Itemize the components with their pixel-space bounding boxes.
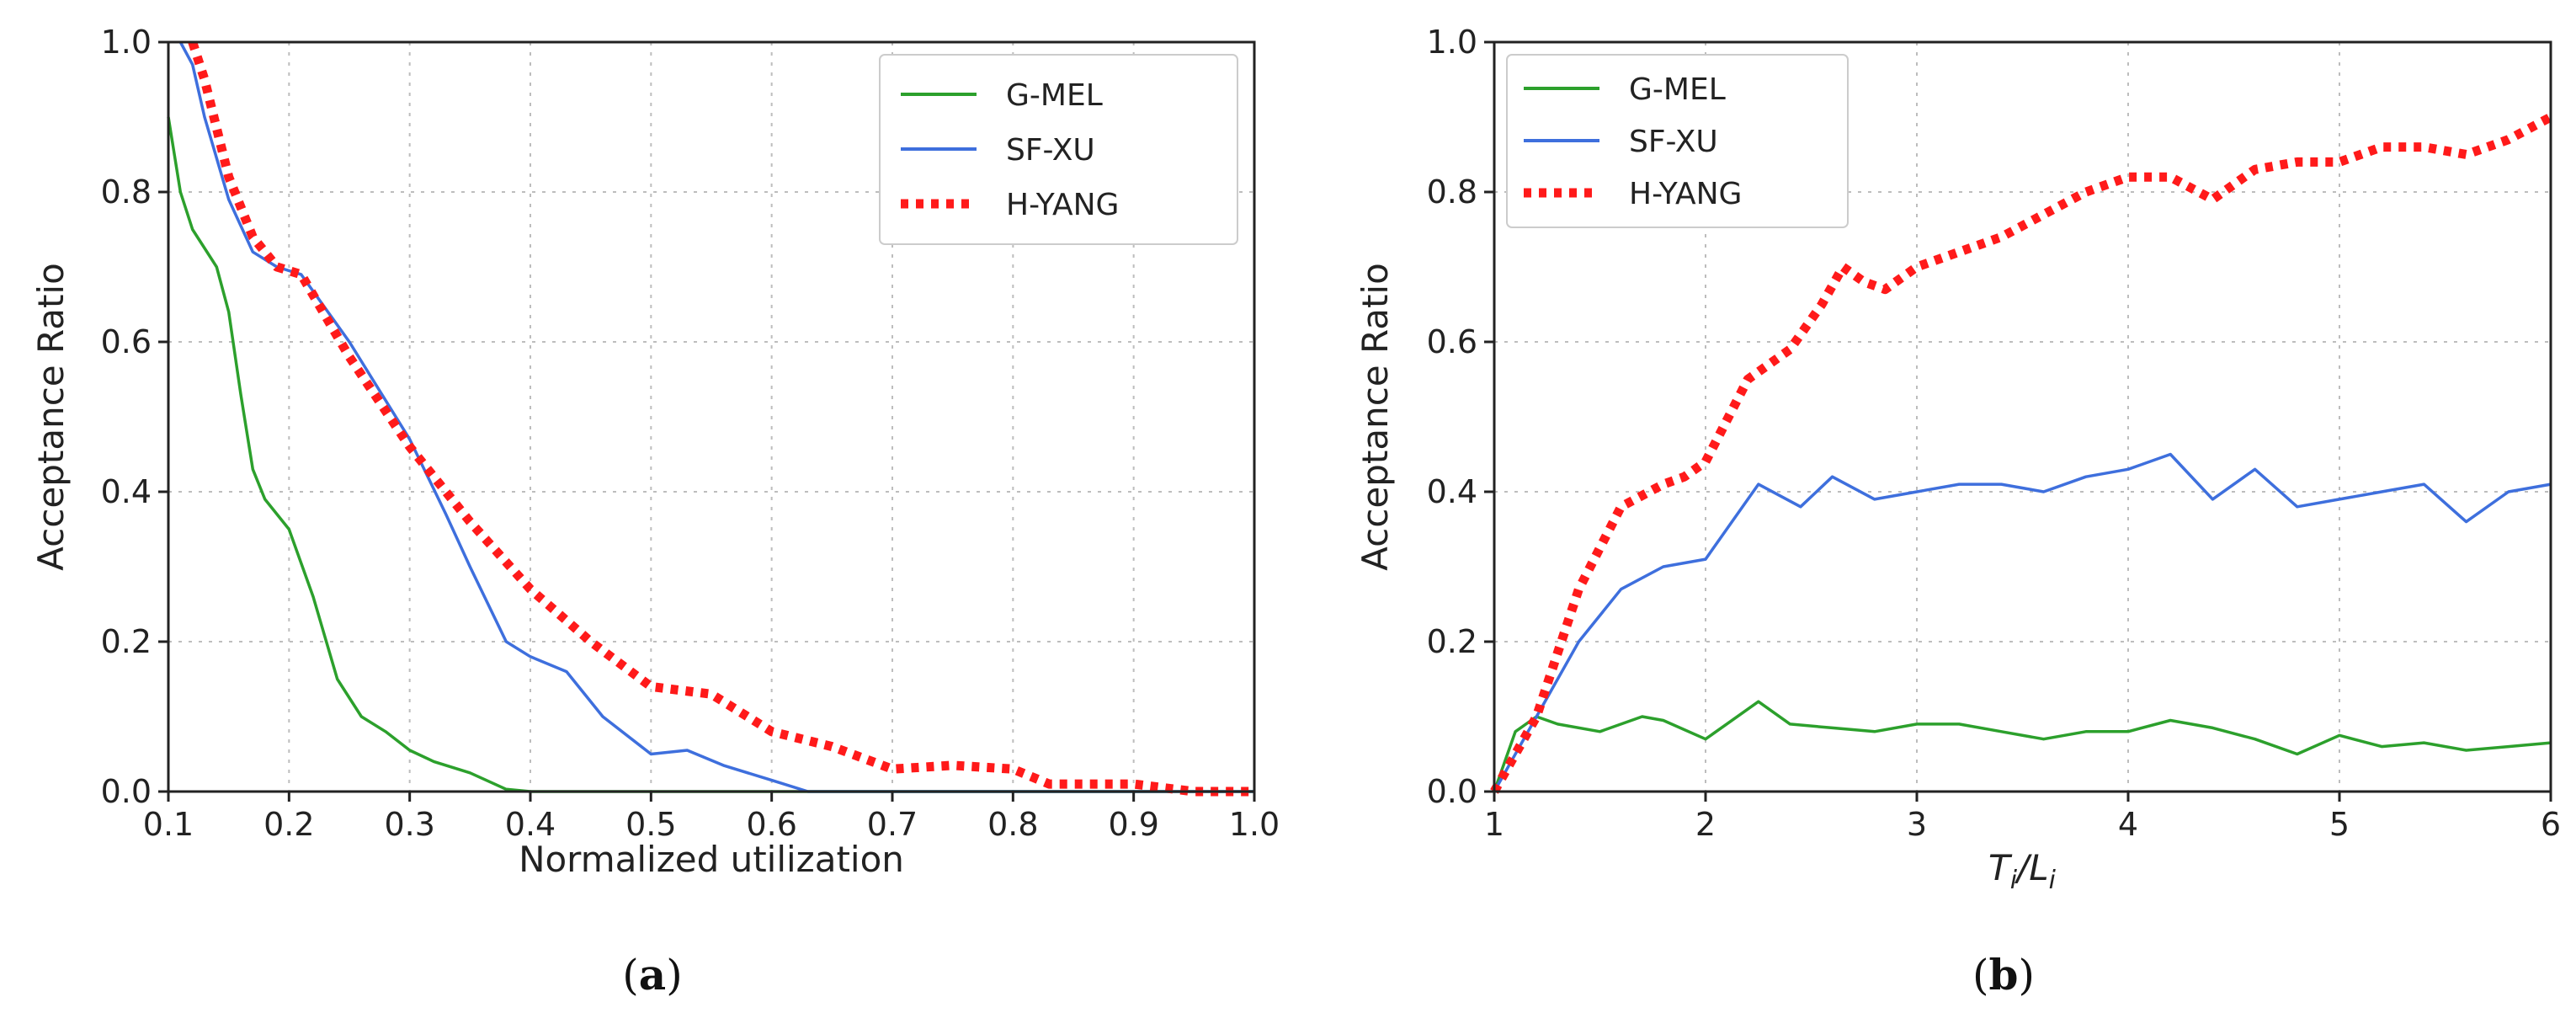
chart-b-ytick-label: 0.8 [1427,173,1477,211]
legend-b-label-g-mel: G-MEL [1629,72,1726,107]
chart-b-legend: G-MEL SF-XU H-YANG [1506,54,1849,228]
chart-b-ytick-label: 1.0 [1427,24,1477,61]
caption-a-letter: a [639,950,666,1000]
chart-b-ytick-label: 0.4 [1427,473,1477,510]
chart-a-xtick-label: 0.1 [143,806,194,843]
chart-a-xtick-label: 0.3 [384,806,434,843]
chart-a-ytick-label: 1.0 [101,24,152,61]
chart-panel-b: 1 2 3 4 5 6 0.0 0.2 0.4 0.6 0.8 1.0 Ti/Li Acceptanc… [1355,24,2561,1000]
chart-panel-a: 0.1 0.2 0.3 0.4 0.5 0.6 0.7 0.8 0.9 1.0 0.0 0.2 0.4 0… [30,24,1280,1000]
legend-b-label-sf-xu: SF-XU [1629,125,1718,159]
chart-a-xtick-label: 1.0 [1229,806,1280,843]
chart-b-series-g-mel [1493,700,2552,792]
legend-b-label-h-yang: H-YANG [1629,177,1742,211]
chart-b-xtick-label: 1 [1484,806,1504,843]
caption-b-letter: b [1989,950,2019,1000]
chart-a-series-sf-xu [178,41,1254,793]
chart-a-ytick-label: 0.6 [101,323,152,360]
chart-a-series-g-mel [167,116,1254,793]
chart-b-frame [1493,40,2552,793]
chart-b-xlabel-sub2: i [2049,866,2057,895]
chart-b-ytick-label: 0.6 [1427,323,1477,360]
chart-b-series-group [1490,113,2553,794]
caption-b: (b) [1972,950,2035,1000]
chart-b-xtick-label: 6 [2541,806,2561,843]
chart-b-xlabel-sub1: i [2010,866,2018,895]
legend-a-label-g-mel: G-MEL [1006,78,1103,113]
chart-b-ytick-label: 0.0 [1427,773,1477,810]
chart-a-ytick-label: 0.8 [101,173,152,211]
chart-a-legend-box [879,54,1238,245]
chart-a-xtick-label: 0.4 [505,806,556,843]
chart-a-ylabel: Acceptance Ratio [30,263,72,571]
chart-a-series-h-yang [188,40,1254,797]
chart-a-xtick-label: 0.8 [987,806,1038,843]
chart-a-legend: G-MEL SF-XU H-YANG [879,54,1238,245]
chart-b-xtick-label: 3 [1907,806,1927,843]
chart-a-ytick-label: 0.2 [101,623,152,660]
legend-a-label-h-yang: H-YANG [1006,188,1119,222]
chart-a-series-group [167,40,1254,797]
chart-b-xlabel-T: T [1988,847,2013,888]
chart-b-series-sf-xu [1493,452,2552,792]
chart-b-xtick-label: 4 [2118,806,2138,843]
chart-a-xlabel: Normalized utilization [519,839,904,880]
legend-a-label-sf-xu: SF-XU [1006,133,1095,168]
chart-a-xtick-label: 0.2 [263,806,314,843]
caption-a: (a) [622,950,682,1000]
chart-b-xlabel-sep: /L [2014,847,2049,888]
chart-a-xtick-label: 0.5 [625,806,676,843]
chart-b-ytick-label: 0.2 [1427,623,1477,660]
chart-a-ytick-label: 0.4 [101,473,152,510]
chart-b-xtick-label: 5 [2329,806,2350,843]
chart-a-frame [167,40,1256,793]
chart-a-xtick-label: 0.7 [867,806,918,843]
chart-b-ylabel: Acceptance Ratio [1355,263,1396,571]
chart-a-xtick-label: 0.6 [746,806,796,843]
chart-b-xlabel: Ti/Li [1988,847,2057,895]
chart-b-xtick-label: 2 [1695,806,1716,843]
chart-a-xtick-label: 0.9 [1108,806,1158,843]
chart-a-ticks: 0.1 0.2 0.3 0.4 0.5 0.6 0.7 0.8 0.9 1.0 0.0 0.2 0.4 0… [101,24,1280,843]
chart-b-ticks: 1 2 3 4 5 6 0.0 0.2 0.4 0.6 0.8 1.0 [1427,24,2562,843]
chart-b-legend-box [1506,54,1849,228]
chart-a-ytick-label: 0.0 [101,773,152,810]
